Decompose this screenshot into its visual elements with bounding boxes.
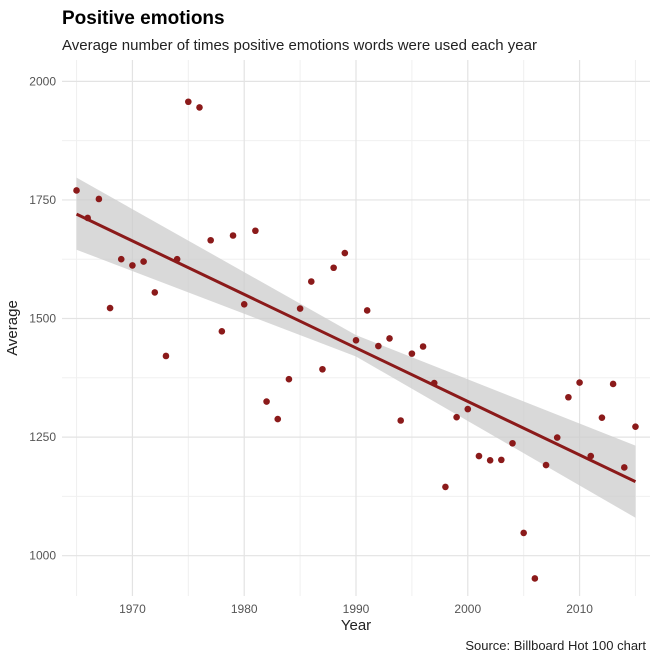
x-tick-label: 1970: [119, 602, 146, 616]
data-point: [565, 393, 572, 401]
chart-caption: Source: Billboard Hot 100 chart: [465, 638, 646, 653]
data-point: [520, 529, 527, 537]
data-point: [240, 300, 248, 308]
data-point: [129, 262, 136, 269]
data-point: [229, 232, 237, 239]
x-tick-label: 2010: [566, 602, 593, 616]
data-point: [587, 452, 595, 460]
data-point: [509, 439, 516, 447]
data-point: [397, 417, 405, 424]
data-point: [531, 575, 539, 582]
data-point: [330, 264, 337, 272]
data-point: [207, 236, 214, 244]
data-point: [464, 405, 472, 413]
data-point: [632, 423, 639, 430]
data-point: [486, 457, 494, 464]
data-point: [419, 343, 427, 350]
y-tick-label: 2000: [29, 74, 56, 88]
data-point: [296, 305, 304, 312]
x-axis-title: Year: [341, 617, 371, 634]
data-point: [352, 337, 360, 344]
data-point: [408, 350, 416, 357]
data-point: [140, 258, 147, 265]
data-point: [196, 104, 203, 111]
data-point: [185, 98, 192, 106]
x-tick-label: 1990: [343, 602, 370, 616]
data-point: [263, 398, 270, 405]
data-point: [542, 461, 550, 469]
data-point: [274, 415, 282, 423]
y-tick-label: 1000: [29, 549, 56, 563]
data-point: [162, 352, 170, 360]
data-point: [498, 456, 505, 464]
y-axis-title: Average: [4, 300, 21, 356]
data-point: [106, 304, 114, 312]
data-point: [218, 328, 226, 335]
data-point: [285, 375, 293, 383]
data-point: [475, 452, 483, 460]
data-point: [252, 227, 259, 235]
data-point: [319, 365, 326, 373]
x-tick-label: 2000: [454, 602, 481, 616]
data-point: [598, 414, 606, 421]
y-tick-label: 1500: [29, 312, 56, 326]
chart-subtitle: Average number of times positive emotion…: [62, 37, 537, 54]
data-point: [95, 195, 103, 203]
data-point: [363, 307, 371, 314]
data-point: [117, 255, 125, 263]
data-point: [553, 434, 561, 441]
data-point: [341, 249, 349, 257]
chart-title: Positive emotions: [62, 8, 225, 29]
trend-line: [75, 212, 637, 484]
x-tick-label: 1980: [231, 602, 258, 616]
data-point: [307, 278, 315, 285]
data-point: [386, 335, 393, 342]
data-point: [151, 289, 159, 296]
data-point: [609, 380, 617, 388]
y-tick-label: 1750: [29, 193, 56, 207]
y-tick-label: 1250: [29, 430, 56, 444]
data-point: [442, 483, 449, 491]
data-point: [453, 413, 460, 421]
data-point: [576, 379, 583, 386]
data-point: [73, 187, 80, 194]
data-point: [620, 464, 628, 471]
data-point: [375, 342, 382, 350]
